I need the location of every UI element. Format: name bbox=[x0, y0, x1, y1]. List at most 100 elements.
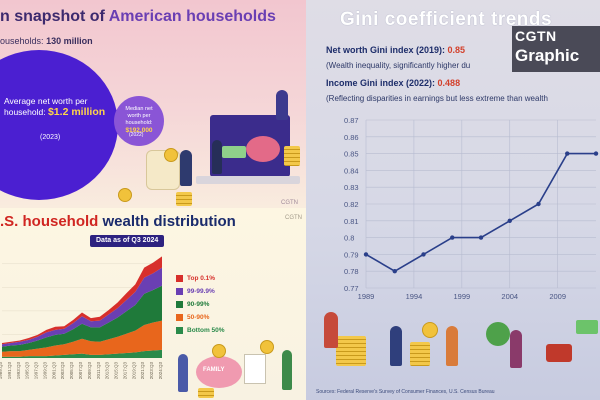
median-net-worth-circle: Median net worth per household: $192,000… bbox=[114, 96, 164, 146]
person-illustration bbox=[282, 350, 292, 390]
households-value: 130 million bbox=[46, 36, 93, 46]
x-tick-label: 1999 bbox=[453, 292, 470, 301]
y-tick-label: 0.86 bbox=[344, 133, 359, 142]
y-tick-label: 0.83 bbox=[344, 183, 359, 192]
x-tick-label: 2021:Q3 bbox=[140, 362, 145, 380]
snapshot-title: n snapshot of American households bbox=[0, 8, 276, 26]
wealth-watermark: CGTN bbox=[285, 215, 302, 221]
x-tick-label: 1993:Q3 bbox=[16, 362, 21, 380]
gini-data-point bbox=[392, 269, 397, 274]
gini-title: Gini coefficient trends bbox=[340, 9, 553, 30]
banknote-icon bbox=[576, 320, 598, 334]
wealth-area-chart: 1989:Q3 1991:Q3 1993:Q3 1995:Q3 1997:Q3 1999:… bbox=[0, 256, 163, 380]
y-tick-label: 0.84 bbox=[344, 166, 359, 175]
x-tick-label: 2017:Q3 bbox=[122, 362, 127, 380]
legend-item-50-90: 50-90% bbox=[176, 311, 225, 324]
area-series bbox=[2, 320, 162, 357]
y-tick-label: 0.82 bbox=[344, 200, 359, 209]
x-tick-label: 2011:Q3 bbox=[96, 362, 101, 379]
median-net-worth-value: $192,000 bbox=[125, 127, 153, 134]
x-tick-label: 1995:Q3 bbox=[25, 362, 30, 380]
legend-swatch bbox=[176, 288, 183, 295]
person-illustration bbox=[446, 326, 458, 366]
legend-label: 99-99.9% bbox=[187, 288, 215, 295]
person-illustration bbox=[390, 326, 402, 366]
households-label: ouseholds: bbox=[0, 36, 44, 46]
networth-gini-label: Net worth Gini index (2019): bbox=[326, 45, 446, 55]
person-illustration bbox=[276, 90, 288, 120]
person-illustration bbox=[178, 354, 188, 392]
person-illustration bbox=[180, 150, 192, 186]
gini-data-point bbox=[565, 151, 570, 156]
person-illustration bbox=[510, 330, 522, 368]
coin-stack-icon bbox=[198, 388, 214, 398]
family-label: FAMILY bbox=[203, 367, 225, 373]
gini-series-line bbox=[365, 152, 596, 273]
wallet-icon bbox=[546, 344, 572, 362]
coin-icon bbox=[422, 322, 438, 338]
coin-icon bbox=[212, 344, 226, 358]
legend-item-99-99-9: 99-99.9% bbox=[176, 285, 225, 298]
snapshot-watermark: CGTN bbox=[281, 200, 298, 206]
x-tick-label: 2023:Q3 bbox=[149, 362, 154, 380]
gini-data-point bbox=[507, 218, 512, 223]
gini-trends-panel: Gini coefficient trends CGTN Graphic Net… bbox=[306, 0, 600, 400]
y-tick-label: 0.85 bbox=[344, 150, 359, 159]
logo-top-text: CGTN bbox=[515, 28, 557, 44]
data-date-badge: Data as of Q3 2024 bbox=[90, 235, 165, 247]
person-illustration bbox=[212, 140, 222, 174]
average-net-worth-circle: Average net worth per household: $1.2 mi… bbox=[0, 50, 118, 200]
legend-label: Top 0.1% bbox=[187, 275, 216, 282]
piggy-bank-icon: FAMILY bbox=[196, 356, 242, 388]
logo-bottom-text: Graphic bbox=[515, 46, 580, 65]
wealth-title-dark: wealth distribution bbox=[102, 213, 236, 230]
document-icon bbox=[244, 354, 266, 384]
laptop-base-illustration bbox=[196, 176, 300, 184]
y-tick-label: 0.87 bbox=[344, 116, 359, 125]
y-tick-label: 0.78 bbox=[344, 267, 359, 276]
household-snapshot-panel: n snapshot of American households ouseho… bbox=[0, 0, 306, 208]
coin-icon bbox=[164, 148, 178, 162]
y-tick-label: 0.81 bbox=[344, 217, 359, 226]
gini-line-chart: 0.77 0.78 0.79 0.8 0.81 0.82 0.83 0.84 0.85 0.86 0… bbox=[344, 116, 599, 301]
legend-item-top-0-1: Top 0.1% bbox=[176, 272, 225, 285]
coin-stack-icon bbox=[284, 146, 300, 166]
x-tick-label: 1989 bbox=[358, 292, 375, 301]
x-tick-label: 2001:Q3 bbox=[51, 362, 56, 380]
gini-data-point bbox=[450, 235, 455, 240]
x-tick-label: 1991:Q3 bbox=[7, 362, 12, 380]
x-tick-label: 2005:Q3 bbox=[69, 362, 74, 380]
networth-gini-note: (Wealth inequality, significantly higher… bbox=[326, 61, 471, 70]
networth-gini-value: 0.85 bbox=[447, 45, 466, 55]
gini-data-point bbox=[536, 201, 541, 207]
wealth-distribution-title: .S. household wealth distribution bbox=[0, 213, 236, 230]
x-tick-label: 2007:Q3 bbox=[78, 362, 83, 380]
gini-data-point bbox=[421, 252, 426, 257]
coin-icon bbox=[118, 188, 132, 202]
median-year: (2022) bbox=[129, 132, 144, 138]
legend-item-90-99: 90-99% bbox=[176, 298, 225, 311]
person-illustration bbox=[324, 312, 338, 348]
average-line2: household: bbox=[4, 107, 46, 117]
households-count: ouseholds: 130 million bbox=[0, 36, 93, 46]
y-tick-label: 0.79 bbox=[344, 250, 359, 259]
x-tick-label: 2004 bbox=[501, 292, 518, 301]
x-tick-label: 2009:Q3 bbox=[87, 362, 92, 380]
coin-stack-icon bbox=[176, 192, 192, 206]
gini-data-point bbox=[478, 235, 484, 240]
x-tick-label: 2015:Q3 bbox=[114, 362, 119, 380]
source-note: Sources: Federal Reserve's Survey of Con… bbox=[316, 389, 495, 395]
average-net-worth-text: Average net worth per household: $1.2 mi… bbox=[4, 96, 116, 118]
legend-item-bottom-50: Bottom 50% bbox=[176, 324, 225, 337]
coin-icon bbox=[260, 340, 274, 354]
snapshot-title-prefix: n snapshot of bbox=[0, 8, 105, 25]
x-tick-label: 1989:Q3 bbox=[0, 362, 3, 380]
piggy-bank-icon bbox=[246, 136, 280, 162]
money-tree-icon bbox=[486, 322, 510, 346]
gini-data-point bbox=[363, 252, 369, 257]
snapshot-title-highlight: American households bbox=[108, 8, 276, 25]
income-gini-label: Income Gini index (2022): bbox=[326, 78, 436, 88]
cgtn-graphic-logo: CGTN Graphic bbox=[512, 26, 600, 72]
y-tick-label: 0.77 bbox=[344, 284, 359, 293]
median-net-worth-text: Median net worth per household: $192,000 bbox=[117, 106, 161, 135]
